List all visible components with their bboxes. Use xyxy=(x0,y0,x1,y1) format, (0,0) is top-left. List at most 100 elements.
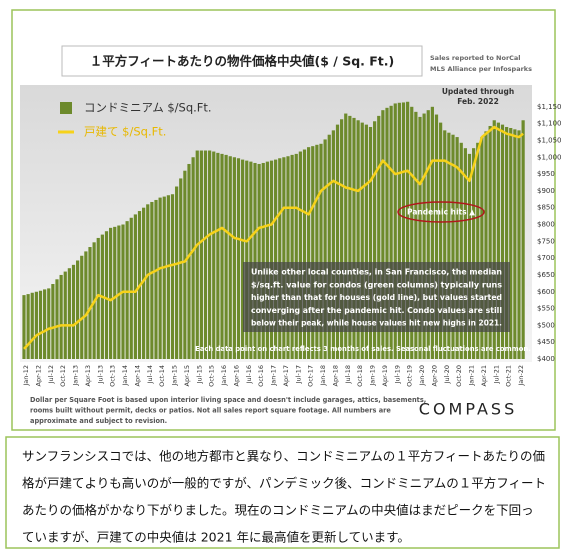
bar xyxy=(154,199,158,359)
bar xyxy=(434,114,439,359)
bar xyxy=(517,130,521,359)
bar xyxy=(397,102,401,359)
bar xyxy=(484,131,488,359)
y-tick-label: $1,150 xyxy=(537,103,562,111)
x-tick-label: Jan-17 xyxy=(270,365,278,387)
x-tick-label: Apr-16 xyxy=(232,365,240,386)
x-tick-label: Jul-18 xyxy=(344,365,352,384)
bar xyxy=(236,158,241,359)
bar xyxy=(104,231,109,359)
bar xyxy=(315,144,319,359)
x-tick-label: Jan-18 xyxy=(319,365,327,387)
bar xyxy=(335,124,340,359)
y-tick-label: $800 xyxy=(537,221,555,229)
bar xyxy=(175,186,179,359)
bar xyxy=(158,197,162,359)
x-tick-label: Jul-13 xyxy=(96,365,104,384)
x-tick-label: Oct-20 xyxy=(455,365,463,387)
bar xyxy=(212,151,216,359)
bar xyxy=(401,102,406,359)
x-tick-label: Oct-16 xyxy=(257,365,265,387)
bar xyxy=(505,126,509,359)
bar xyxy=(414,111,418,359)
bar xyxy=(368,126,373,359)
source-note: MLS Alliance per Infosparks xyxy=(430,65,532,73)
x-tick-label: Jan-22 xyxy=(517,365,525,387)
x-tick-label: Apr-19 xyxy=(381,365,389,386)
bar xyxy=(513,129,517,359)
bar xyxy=(319,143,323,359)
bar xyxy=(30,292,34,359)
updated-note: Feb. 2022 xyxy=(457,97,499,106)
bar xyxy=(463,148,467,359)
description-text: ていますが、戸建ての中央値は 2021 年に最高値を更新しています。 xyxy=(22,530,410,545)
callout-text: below their peak, while house values hit… xyxy=(251,319,502,328)
bar xyxy=(117,225,121,359)
bar xyxy=(348,115,352,359)
x-tick-label: Apr-15 xyxy=(183,365,191,386)
bar xyxy=(278,158,282,359)
bar xyxy=(282,157,286,359)
bar xyxy=(224,154,228,359)
bar xyxy=(125,221,129,359)
bar xyxy=(228,156,232,359)
description-text: 格が戸建てよりも高いのが一般的ですが、パンデミック後、コンドミニアムの１平方フィ… xyxy=(22,476,546,491)
source-note: Sales reported to NorCal xyxy=(430,54,521,62)
bar xyxy=(34,291,38,359)
callout-text: Unlike other local counties, in San Fran… xyxy=(251,268,502,277)
bar xyxy=(302,149,307,359)
bar xyxy=(59,274,63,359)
x-tick-label: Jan-14 xyxy=(121,365,129,387)
x-tick-label: Oct-15 xyxy=(208,365,216,387)
pandemic-annotation: Pandemic hits ▲ xyxy=(407,208,475,217)
description-text: あたりの価格がかなり下がりました。現在のコンドミニアムの中央値はまだピークを下回… xyxy=(22,503,534,518)
bar xyxy=(451,134,455,359)
bar xyxy=(356,120,360,359)
bar xyxy=(257,163,261,359)
bar xyxy=(245,160,249,359)
x-tick-label: Jul-20 xyxy=(443,365,451,384)
bar xyxy=(146,204,150,359)
x-tick-label: Jan-16 xyxy=(220,365,228,387)
x-tick-label: Apr-14 xyxy=(133,365,141,386)
x-tick-label: Oct-13 xyxy=(109,365,117,387)
bar xyxy=(26,294,30,359)
legend-label: コンドミニアム $/Sq.Ft. xyxy=(84,101,212,115)
bar xyxy=(311,146,315,359)
y-tick-label: $1,100 xyxy=(537,120,562,128)
x-tick-label: Jan-19 xyxy=(369,365,377,387)
bar xyxy=(162,196,166,359)
bar xyxy=(43,289,47,359)
bar xyxy=(426,110,430,359)
x-tick-label: Oct-17 xyxy=(307,365,315,387)
bar xyxy=(67,268,71,359)
bar xyxy=(166,195,170,359)
bar xyxy=(340,119,344,359)
x-tick-label: Jan-12 xyxy=(22,365,30,387)
x-tick-label: Jul-16 xyxy=(245,365,253,384)
description-text: サンフランシスコでは、他の地方都市と異なり、コンドミニアムの１平方フィートあたり… xyxy=(22,449,545,464)
bar xyxy=(195,150,199,359)
bar xyxy=(455,137,459,359)
x-tick-label: Jan-13 xyxy=(72,365,80,387)
bar xyxy=(352,117,356,359)
y-tick-label: $850 xyxy=(537,204,555,212)
y-tick-label: $650 xyxy=(537,271,555,279)
bar xyxy=(170,194,175,359)
x-tick-label: Jul-12 xyxy=(47,365,55,384)
bar xyxy=(286,156,290,359)
bar xyxy=(447,132,451,359)
y-tick-label: $950 xyxy=(537,170,555,178)
footnote: approximate and subject to revision. xyxy=(30,417,167,425)
y-tick-label: $400 xyxy=(537,355,555,363)
bar xyxy=(344,113,348,359)
x-tick-label: Oct-18 xyxy=(356,365,364,387)
title-box xyxy=(61,45,423,77)
y-tick-label: $500 xyxy=(537,321,555,329)
x-tick-label: Apr-20 xyxy=(430,365,438,386)
bar xyxy=(476,142,480,359)
line xyxy=(23,125,524,350)
legend-label: 戸建て $/Sq.Ft. xyxy=(84,125,166,139)
bar xyxy=(71,264,76,359)
logo: COMPASS xyxy=(419,400,517,419)
